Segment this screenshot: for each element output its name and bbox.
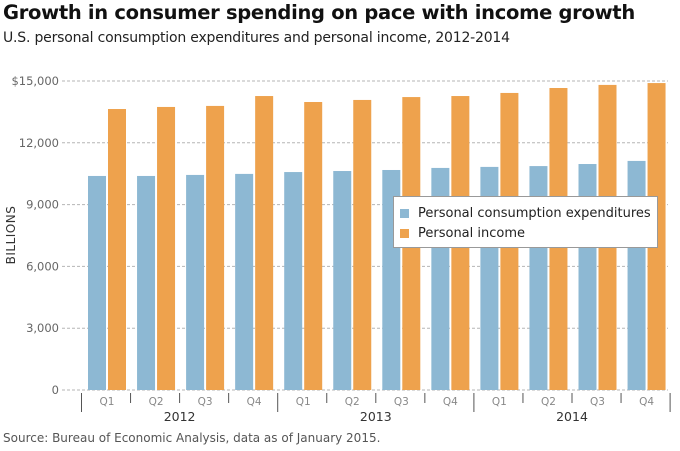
x-tick-label: Q1 — [492, 396, 507, 408]
x-tick-label: Q2 — [149, 396, 164, 408]
legend-swatch-pce — [400, 208, 409, 218]
bar-income — [353, 99, 372, 391]
x-tick-label: Q2 — [345, 396, 360, 408]
bar-pce — [88, 175, 106, 390]
x-tick-label: Q1 — [100, 396, 115, 408]
legend-item-income: Personal income — [400, 224, 525, 242]
bar-pce — [137, 175, 156, 390]
bar-income — [255, 96, 274, 391]
source-note: Source: Bureau of Economic Analysis, dat… — [3, 431, 381, 445]
x-axis: Q1 Q2 Q3 Q4 Q1 Q2 Q3 Q4 Q1 Q2 Q3 Q4 2012 2013 2014 — [81, 393, 671, 424]
bar-income — [108, 109, 126, 391]
legend-label-pce: Personal consumption expenditures — [418, 205, 651, 221]
legend-swatch-income — [400, 228, 409, 238]
y-tick-label: 12,000 — [19, 136, 59, 150]
x-tick-label: Q2 — [541, 396, 556, 408]
y-tick-label: 9,000 — [26, 198, 59, 212]
bar-income — [304, 102, 323, 391]
bar-income — [157, 106, 176, 391]
x-tick-label: Q4 — [247, 396, 262, 408]
x-tick-label: Q4 — [639, 396, 654, 408]
year-label: 2013 — [360, 409, 392, 424]
year-label: 2012 — [164, 409, 196, 424]
y-tick-label: 3,000 — [26, 321, 59, 335]
x-tick-label: Q4 — [443, 396, 458, 408]
legend: Personal consumption expenditures Person… — [393, 196, 658, 248]
x-tick-label: Q3 — [590, 396, 605, 408]
legend-item-pce: Personal consumption expenditures — [400, 204, 651, 222]
year-label: 2014 — [556, 409, 588, 424]
bar-pce — [284, 172, 303, 390]
bar-pce — [235, 173, 254, 390]
y-tick-label: $15,000 — [11, 74, 59, 88]
x-tick-label: Q3 — [394, 396, 409, 408]
chart-title: Growth in consumer spending on pace with… — [3, 1, 635, 24]
y-axis-label: BILLIONS — [4, 206, 18, 265]
y-tick-label: 0 — [52, 383, 59, 397]
chart-subtitle: U.S. personal consumption expenditures a… — [3, 30, 510, 46]
x-tick-label: Q3 — [198, 396, 213, 408]
bar-pce — [333, 171, 352, 390]
x-tick-label: Q1 — [296, 396, 311, 408]
bar-pce — [186, 174, 205, 390]
bar-income — [206, 105, 225, 391]
legend-label-income: Personal income — [418, 225, 526, 241]
y-tick-label: 6,000 — [26, 259, 59, 273]
